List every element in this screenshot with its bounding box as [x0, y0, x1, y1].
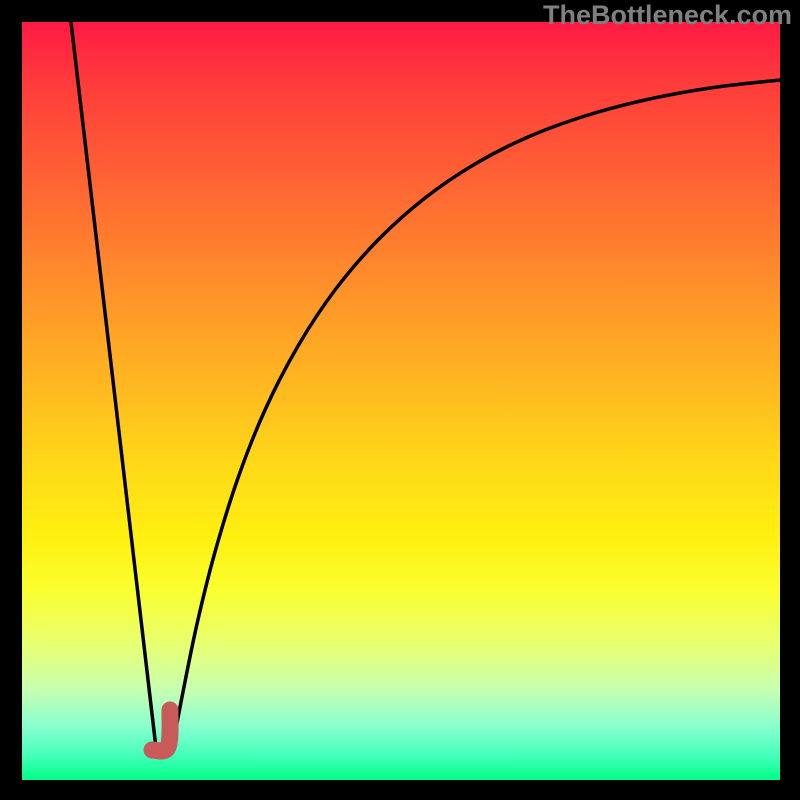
watermark-text: TheBottleneck.com: [543, 0, 792, 31]
chart-container: TheBottleneck.com: [0, 0, 800, 800]
plot-gradient-area: [22, 22, 780, 780]
